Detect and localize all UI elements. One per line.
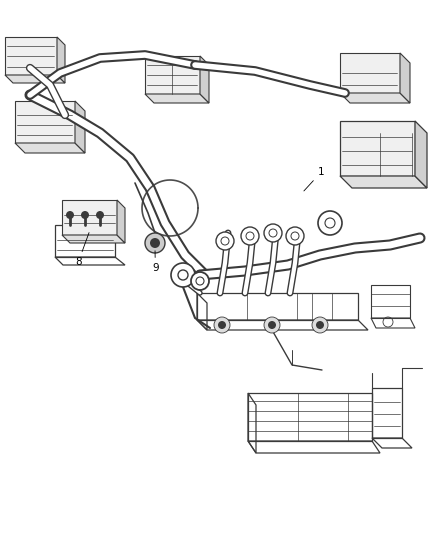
Text: 8: 8 bbox=[75, 232, 89, 267]
Text: 1: 1 bbox=[304, 167, 325, 191]
Polygon shape bbox=[145, 56, 200, 94]
Polygon shape bbox=[15, 101, 75, 143]
Polygon shape bbox=[340, 176, 427, 188]
Circle shape bbox=[264, 317, 280, 333]
Circle shape bbox=[81, 211, 89, 219]
Circle shape bbox=[66, 211, 74, 219]
Polygon shape bbox=[340, 53, 400, 93]
Circle shape bbox=[264, 224, 282, 242]
Circle shape bbox=[96, 211, 104, 219]
Polygon shape bbox=[57, 37, 65, 83]
Circle shape bbox=[171, 263, 195, 287]
Polygon shape bbox=[5, 37, 57, 75]
Polygon shape bbox=[62, 200, 117, 235]
Circle shape bbox=[241, 227, 259, 245]
Polygon shape bbox=[340, 121, 415, 176]
Circle shape bbox=[318, 211, 342, 235]
Polygon shape bbox=[340, 93, 410, 103]
Circle shape bbox=[268, 321, 276, 329]
Circle shape bbox=[312, 317, 328, 333]
Circle shape bbox=[191, 272, 209, 290]
Polygon shape bbox=[75, 101, 85, 153]
Polygon shape bbox=[117, 200, 125, 243]
Circle shape bbox=[150, 238, 160, 248]
Polygon shape bbox=[5, 75, 65, 83]
Circle shape bbox=[214, 317, 230, 333]
Text: 9: 9 bbox=[152, 251, 159, 273]
Polygon shape bbox=[415, 121, 427, 188]
Polygon shape bbox=[62, 235, 125, 243]
Polygon shape bbox=[15, 143, 85, 153]
Circle shape bbox=[145, 233, 165, 253]
Circle shape bbox=[216, 232, 234, 250]
Polygon shape bbox=[400, 53, 410, 103]
Polygon shape bbox=[145, 94, 209, 103]
Circle shape bbox=[286, 227, 304, 245]
Polygon shape bbox=[200, 56, 209, 103]
Circle shape bbox=[218, 321, 226, 329]
Circle shape bbox=[316, 321, 324, 329]
